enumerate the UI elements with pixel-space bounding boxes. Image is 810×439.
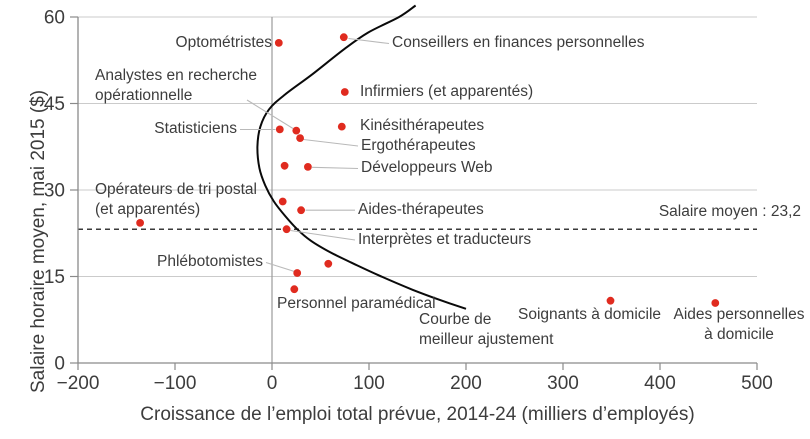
label-analystes-line2: opérationnelle xyxy=(95,87,193,105)
x-tick-label-400: 400 xyxy=(644,373,676,394)
leader-ergotherapeutes xyxy=(303,138,359,147)
data-point xyxy=(324,259,333,268)
leader-developpeurs xyxy=(311,166,359,170)
label-operateurs-line2: (et apparentés) xyxy=(95,201,201,219)
leader-conseillers xyxy=(348,37,390,45)
x-tick-label-100: 100 xyxy=(353,373,385,394)
data-point xyxy=(337,122,346,131)
data-point xyxy=(606,296,615,305)
label-ergotherapeutes: Ergothérapeutes xyxy=(361,137,476,154)
label-courbe-line1: Courbe de xyxy=(419,311,492,328)
data-point xyxy=(290,285,299,294)
label-statisticiens: Statisticiens xyxy=(154,120,237,137)
label-aides-therapeutes: Aides-thérapeutes xyxy=(358,201,484,218)
data-point xyxy=(339,33,348,42)
label-personnel-paramedical: Personnel paramédical xyxy=(277,295,436,312)
x-tick-label-200: 200 xyxy=(450,373,482,394)
label-courbe-ajustement: Courbe de meilleur ajustement xyxy=(419,310,553,350)
label-optometristes: Optométristes xyxy=(175,34,272,51)
label-aides-personnelles: Aides personnelles à domicile xyxy=(664,305,810,345)
x-tick-label-300: 300 xyxy=(547,373,579,394)
data-point xyxy=(280,161,289,170)
y-tick-label-60: 60 xyxy=(44,8,65,29)
label-interpretes: Interprètes et traducteurs xyxy=(358,231,532,248)
label-mean-wage: Salaire moyen : 23,2 xyxy=(658,203,801,220)
label-analystes-line1: Analystes en recherche xyxy=(95,67,257,84)
data-point xyxy=(293,269,302,277)
y-gridlines xyxy=(78,16,757,277)
x-tick-label--200: −200 xyxy=(57,373,100,394)
leader-interpretes xyxy=(290,229,356,241)
label-operateurs-line1: Opérateurs de tri postal xyxy=(95,181,257,198)
x-tick-label-500: 500 xyxy=(741,373,773,394)
data-point xyxy=(274,39,283,47)
y-axis-title: Salaire horaire moyen, mai 2015 ($) xyxy=(28,89,49,393)
data-point xyxy=(296,134,304,143)
label-infirmiers: Infirmiers (et apparentés) xyxy=(360,83,534,100)
label-courbe-line2: meilleur ajustement xyxy=(419,331,554,349)
data-point xyxy=(340,88,349,96)
data-point xyxy=(711,299,720,307)
axis-ticks xyxy=(70,16,758,370)
data-point xyxy=(275,125,284,134)
leader-analystes xyxy=(246,99,294,129)
data-point xyxy=(282,225,291,234)
label-kinesitherapeutes: Kinésithérapeutes xyxy=(360,117,485,134)
label-aides-personnelles-line1: Aides personnelles xyxy=(673,306,805,323)
x-tick-label--100: −100 xyxy=(154,373,197,394)
y-tick-label-0: 0 xyxy=(54,354,65,375)
data-points xyxy=(136,33,720,307)
y-tick-label-15: 15 xyxy=(44,267,65,288)
x-axis-title: Croissance de l’emploi total prévue, 201… xyxy=(140,404,695,425)
y-tick-label-45: 45 xyxy=(44,94,65,115)
y-tick-label-30: 30 xyxy=(44,181,65,202)
label-developpeurs: Développeurs Web xyxy=(361,159,493,176)
label-phlebotomistes: Phlébotomistes xyxy=(157,253,263,270)
label-operateurs: Opérateurs de tri postal (et apparentés) xyxy=(95,180,257,220)
data-point xyxy=(304,163,312,171)
label-analystes: Analystes en recherche opérationnelle xyxy=(95,66,257,106)
label-soignants: Soignants à domicile xyxy=(518,306,662,323)
data-point xyxy=(136,219,145,227)
leader-phlebotomistes xyxy=(265,261,295,273)
axis-tick-labels: −200 −100 0 100 200 300 400 500 0 15 30 45 60 xyxy=(44,8,773,395)
data-point xyxy=(292,126,301,135)
leader-lines xyxy=(240,37,390,273)
label-aides-personnelles-line2: à domicile xyxy=(704,326,774,344)
data-point xyxy=(297,206,305,215)
best-fit-curve xyxy=(256,4,467,310)
label-conseillers: Conseillers en finances personnelles xyxy=(392,34,645,51)
data-point xyxy=(278,197,287,206)
x-tick-label-0: 0 xyxy=(267,373,278,394)
